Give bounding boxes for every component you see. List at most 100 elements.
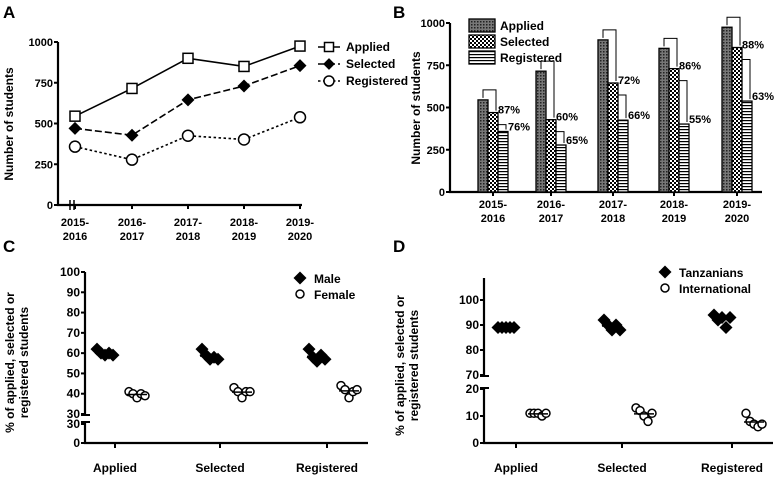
x-tick-label: 2020 (288, 231, 312, 243)
bracket-registered (498, 124, 507, 130)
y-tick-label: 30 (67, 407, 81, 421)
bar-selected (487, 111, 499, 193)
bar-applied (597, 39, 609, 193)
y-tick-label: 500 (35, 119, 53, 131)
y-tick-label: 750 (427, 60, 445, 72)
legend-swatch (468, 18, 496, 33)
y-tick-label: 0 (73, 436, 80, 450)
y-tick-label: 30 (67, 417, 81, 431)
pct-label-selected: 88% (742, 40, 764, 52)
legend-label: International (679, 282, 751, 296)
y-tick-label: 10 (466, 409, 480, 423)
bracket-selected (663, 37, 678, 67)
legend-marker (323, 75, 335, 87)
legend-label: Applied (500, 19, 544, 33)
pct-label-selected: 87% (498, 105, 520, 117)
y-tick-label: 50 (67, 366, 81, 380)
axes (83, 423, 368, 445)
legend-swatch (468, 34, 496, 49)
bracket-registered (679, 80, 688, 123)
data-point-applied (294, 40, 306, 52)
x-tick-label: 2018 (601, 213, 625, 225)
pct-label-registered: 76% (508, 121, 530, 133)
y-tick-label: 250 (35, 159, 53, 171)
bar-registered (741, 100, 753, 193)
data-point-female (140, 390, 150, 401)
y-tick-label: 250 (427, 145, 445, 157)
data-point-tanzanians (715, 311, 729, 324)
x-tick-label: 2016 (481, 213, 505, 225)
bracket-selected (726, 16, 741, 46)
pct-label-selected: 60% (556, 112, 578, 124)
pct-label-registered: 55% (689, 114, 711, 126)
legend-label: Selected (346, 57, 395, 71)
x-tick-label: 2016- (118, 217, 146, 229)
y-axis-label: Number of students (409, 51, 423, 165)
data-point-female (340, 384, 350, 395)
data-point-registered (181, 129, 195, 142)
y-axis-label: Number of students (2, 67, 16, 181)
legend-marker (323, 41, 335, 53)
x-tick-label: Registered (296, 461, 358, 475)
bracket-registered (618, 94, 627, 119)
data-point-selected (181, 93, 195, 107)
y-tick-label: 1000 (29, 37, 53, 49)
bracket-selected (602, 29, 617, 81)
x-tick-label: 2016- (537, 199, 565, 211)
x-tick-label: 2019- (286, 217, 314, 229)
data-point-selected (237, 79, 251, 93)
data-point-selected (293, 59, 307, 73)
x-tick-label: 2019 (662, 213, 686, 225)
data-point-tanzanians (723, 311, 737, 324)
bar-selected (668, 67, 680, 193)
y-tick-label: 60 (67, 346, 81, 360)
panel-label-d: D (393, 237, 405, 256)
x-tick-label: 2018 (176, 231, 200, 243)
x-tick-label: 2017 (539, 213, 563, 225)
panel-label-a: A (3, 3, 15, 22)
data-point-female (352, 384, 362, 395)
data-point-selected (68, 121, 82, 135)
data-point-registered (68, 140, 82, 153)
data-point-international (741, 408, 751, 419)
y-tick-label: 0 (439, 187, 445, 199)
panel-d-scatter-nationality: 70 80 90 100 0 10 20 % of applied, selected orr… (393, 265, 773, 475)
legend-label: Registered (500, 51, 562, 65)
data-point-registered (125, 153, 139, 166)
data-point-applied (69, 110, 81, 122)
legend-label: Tanzanians (679, 266, 744, 280)
legend-label: Selected (500, 35, 549, 49)
legend-marker (295, 289, 305, 299)
data-point-applied (238, 60, 250, 73)
bar-registered (678, 123, 690, 193)
y-axis-label: % of applied, selected orregistered stud… (393, 295, 421, 436)
y-axis-label-line: % of applied, selected or (3, 292, 17, 433)
x-tick-label: 2017 (120, 231, 144, 243)
bar-selected (607, 82, 619, 193)
data-point-international (643, 416, 653, 427)
panel-a-line-chart: 0 250 500 750 1000 2015- 2016 2016- 2017 2017- 201… (2, 37, 408, 243)
y-tick-label: 80 (67, 306, 81, 320)
x-tick-label: Registered (701, 461, 763, 475)
x-tick-label: 2019 (232, 231, 256, 243)
bar-applied (477, 99, 489, 193)
legend-label: Female (314, 288, 356, 302)
x-tick-label: Selected (597, 461, 646, 475)
bracket-selected (540, 60, 555, 118)
panel-label-c: C (3, 237, 15, 256)
bar-selected (731, 46, 743, 193)
panel-b-bar-chart: 0 250 500 750 1000 Number of students 2015- 201… (409, 16, 774, 225)
x-tick-label: 2015- (61, 217, 89, 229)
pct-label-registered: 65% (566, 135, 588, 147)
pct-label-selected: 86% (679, 61, 701, 73)
pct-label-selected: 72% (618, 75, 640, 87)
x-tick-label: 2015- (479, 199, 507, 211)
y-tick-label: 0 (472, 436, 479, 450)
x-tick-label: Applied (494, 461, 538, 475)
bar-applied (658, 47, 670, 193)
bar-registered (555, 144, 567, 193)
axes (56, 42, 302, 207)
pct-label-registered: 66% (628, 110, 650, 122)
data-point-registered (237, 133, 251, 146)
